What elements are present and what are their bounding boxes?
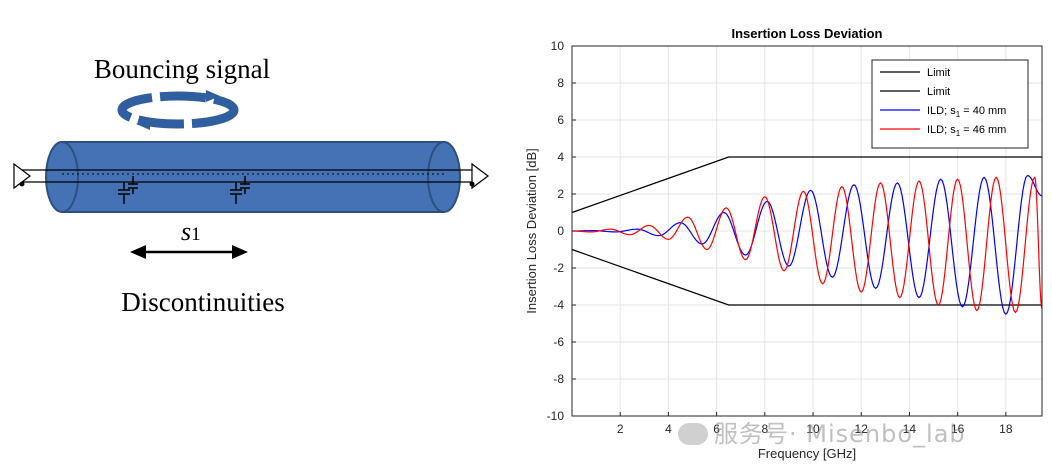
y-tick-label: -6 <box>553 335 564 349</box>
series-line-0 <box>571 156 1042 214</box>
legend-label-rest: = 40 mm <box>960 105 1006 117</box>
x-tick-label: 16 <box>951 422 965 436</box>
legend-label-subscript: 1 <box>956 129 961 138</box>
x-tick-label: 2 <box>617 422 624 436</box>
x-tick-label: 14 <box>903 422 917 436</box>
capacitor-icon <box>118 176 138 204</box>
transmission-line-diagram: Bouncing signal s1 Discontinuities <box>13 54 489 317</box>
chart-title: Insertion Loss Deviation <box>732 26 883 41</box>
x-tick-label: 10 <box>806 422 820 436</box>
y-tick-label: -10 <box>547 409 565 423</box>
diagram-title: Bouncing signal <box>94 54 270 84</box>
signal-path <box>18 169 472 183</box>
legend-label: Limit <box>927 86 950 98</box>
output-node-dot <box>469 181 475 187</box>
spacing-label: s1 <box>181 217 201 246</box>
x-tick-label: 12 <box>855 422 869 436</box>
legend-label-main: ILD; s <box>927 105 956 117</box>
axis-ticks: 2 4 6 8 10 12 14 16 18 -10 -8 -6 -4 -2 0 2 4 6 8 10 <box>547 39 1013 436</box>
y-tick-label: 10 <box>551 39 565 53</box>
y-tick-label: 4 <box>557 150 564 164</box>
wechat-icon <box>678 423 708 445</box>
x-tick-label: 4 <box>665 422 672 436</box>
legend-box <box>871 59 1029 149</box>
series-group <box>571 156 1043 316</box>
ild-chart: 2 4 6 8 10 12 14 16 18 -10 -8 -6 -4 -2 0 2 4 6 8 10 Inserti… <box>524 26 1043 461</box>
spacing-label-main: s <box>181 217 191 246</box>
legend-label: Limit <box>927 67 950 79</box>
y-tick-label: 6 <box>557 113 564 127</box>
y-tick-label: -4 <box>553 298 564 312</box>
legend-label-main: ILD; s <box>927 124 956 136</box>
series-line-3 <box>571 176 1043 314</box>
x-tick-label: 6 <box>713 422 720 436</box>
series-line-1 <box>571 248 1042 306</box>
watermark-text: 服务号· Misenbo_lab <box>714 420 966 448</box>
y-tick-label: 8 <box>557 76 564 90</box>
legend-label: ILD; s1 = 46 mm <box>927 124 1006 138</box>
y-tick-label: -8 <box>553 372 564 386</box>
legend-label-subscript: 1 <box>956 110 961 119</box>
legend-label-rest: = 46 mm <box>960 124 1006 136</box>
x-tick-label: 18 <box>999 422 1013 436</box>
x-tick-label: 8 <box>761 422 768 436</box>
bouncing-arrows-icon <box>117 90 239 130</box>
diagram-caption: Discontinuities <box>121 287 285 317</box>
spacing-label-subscript: 1 <box>191 224 201 245</box>
y-tick-label: 0 <box>557 224 564 238</box>
y-axis-label: Insertion Loss Deviation [dB] <box>524 148 539 313</box>
output-port-icon <box>471 162 489 190</box>
cylinder-transmission-line <box>45 141 461 213</box>
watermark: 服务号· Misenbo_lab <box>678 414 966 449</box>
y-tick-label: -2 <box>553 261 564 275</box>
plot-frame <box>571 45 1043 417</box>
spacing-double-arrow-icon <box>130 245 248 259</box>
legend-label: ILD; s1 = 40 mm <box>927 105 1006 119</box>
capacitor-icon <box>230 176 250 204</box>
x-axis-label: Frequency [GHz] <box>758 446 856 461</box>
input-node-dot <box>19 181 25 187</box>
y-tick-label: 2 <box>557 187 564 201</box>
